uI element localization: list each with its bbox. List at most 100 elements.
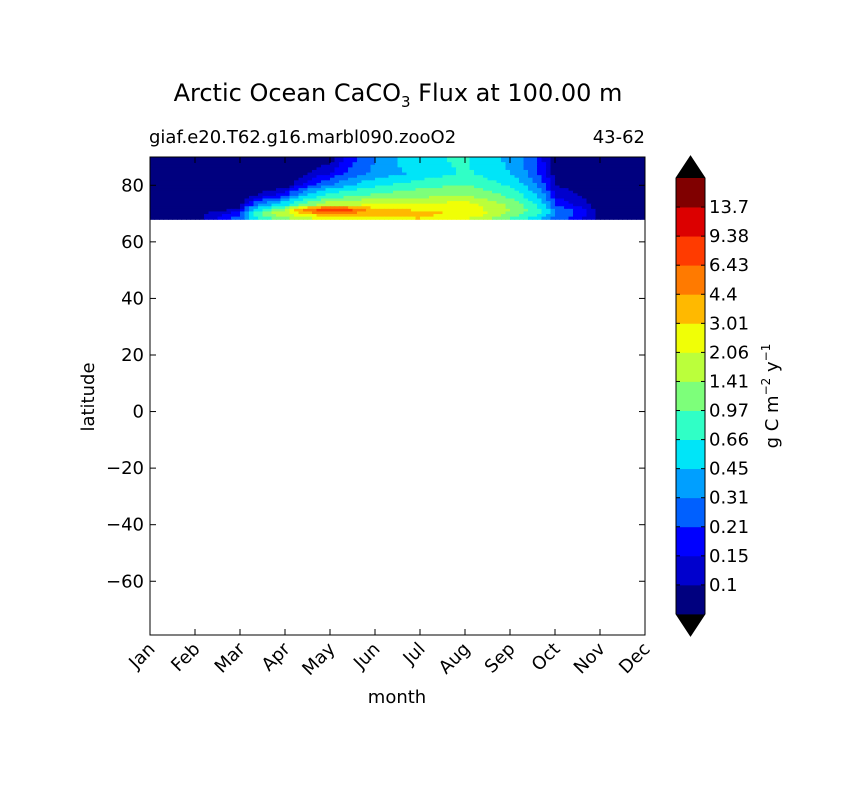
heatmap-cell xyxy=(582,211,588,215)
heatmap-cell xyxy=(226,162,232,166)
heatmap-cell xyxy=(519,169,525,174)
heatmap-cell xyxy=(402,159,408,163)
heatmap-cell xyxy=(217,175,223,179)
heatmap-cell xyxy=(285,177,291,181)
heatmap-cell xyxy=(496,193,502,197)
heatmap-cell xyxy=(181,172,187,176)
heatmap-cell xyxy=(451,195,457,200)
heatmap-cell xyxy=(163,188,169,192)
heatmap-cell xyxy=(244,201,250,205)
heatmap-cell xyxy=(271,214,277,218)
heatmap-cell xyxy=(150,193,156,197)
heatmap-cell xyxy=(280,203,286,207)
heatmap-cell xyxy=(285,206,291,210)
heatmap-cell xyxy=(546,177,552,181)
heatmap-cell xyxy=(177,169,183,174)
heatmap-cell xyxy=(208,157,214,161)
heatmap-cell xyxy=(550,177,556,181)
heatmap-cell xyxy=(397,188,403,192)
heatmap-cell xyxy=(627,159,633,163)
heatmap-cell xyxy=(321,195,327,200)
heatmap-cell xyxy=(406,164,412,168)
heatmap-cell xyxy=(316,182,322,187)
heatmap-cell xyxy=(357,180,363,184)
heatmap-cell xyxy=(406,193,412,197)
heatmap-cell xyxy=(307,177,313,181)
heatmap-cell xyxy=(172,214,178,218)
heatmap-cell xyxy=(181,177,187,181)
heatmap-cell xyxy=(163,206,169,210)
heatmap-cell xyxy=(384,211,390,215)
heatmap-cell xyxy=(640,177,645,181)
heatmap-cell xyxy=(190,216,196,220)
heatmap-cell xyxy=(339,188,345,192)
heatmap-cell xyxy=(190,167,196,171)
heatmap-cell xyxy=(622,214,628,218)
heatmap-cell xyxy=(550,214,556,218)
heatmap-cell xyxy=(235,190,241,194)
heatmap-cell xyxy=(568,172,574,176)
heatmap-cell xyxy=(168,211,174,215)
heatmap-cell xyxy=(501,216,507,220)
heatmap-cell xyxy=(334,201,340,205)
heatmap-cell xyxy=(244,169,250,174)
heatmap-cell xyxy=(361,206,367,210)
heatmap-cell xyxy=(424,195,430,200)
heatmap-cell xyxy=(474,198,480,202)
heatmap-cell xyxy=(505,180,511,184)
heatmap-cell xyxy=(348,177,354,181)
heatmap-cell xyxy=(370,201,376,205)
heatmap-cell xyxy=(190,162,196,166)
heatmap-cell xyxy=(406,167,412,171)
heatmap-cell xyxy=(577,172,583,176)
heatmap-cell xyxy=(375,180,381,184)
heatmap-cell xyxy=(321,188,327,192)
heatmap-cell xyxy=(289,159,295,163)
heatmap-cell xyxy=(555,175,561,179)
heatmap-cell xyxy=(433,169,439,174)
heatmap-cell xyxy=(442,169,448,174)
heatmap-cell xyxy=(217,162,223,166)
heatmap-cell xyxy=(640,216,645,220)
heatmap-cell xyxy=(280,214,286,218)
heatmap-cell xyxy=(163,216,169,220)
heatmap-cell xyxy=(627,185,633,189)
heatmap-cell xyxy=(411,203,417,207)
heatmap-cell xyxy=(366,182,372,187)
heatmap-cell xyxy=(541,162,547,166)
heatmap-cell xyxy=(384,201,390,205)
heatmap-cell xyxy=(262,182,268,187)
heatmap-cell xyxy=(501,195,507,200)
heatmap-cell xyxy=(159,188,165,192)
heatmap-cell xyxy=(316,216,322,220)
heatmap-cell xyxy=(195,201,201,205)
heatmap-cell xyxy=(375,206,381,210)
heatmap-cell xyxy=(235,175,241,179)
heatmap-cell xyxy=(406,216,412,220)
heatmap-cell xyxy=(519,211,525,215)
heatmap-cell xyxy=(528,162,534,166)
heatmap-cell xyxy=(415,172,421,176)
heatmap-cell xyxy=(532,214,538,218)
heatmap-cell xyxy=(177,180,183,184)
heatmap-cell xyxy=(388,193,394,197)
heatmap-cell xyxy=(330,162,336,166)
heatmap-cell xyxy=(357,188,363,192)
heatmap-cell xyxy=(258,182,264,187)
heatmap-cell xyxy=(204,185,210,189)
heatmap-cell xyxy=(307,211,313,215)
heatmap-cell xyxy=(339,172,345,176)
heatmap-cell xyxy=(330,188,336,192)
heatmap-cell xyxy=(253,162,259,166)
heatmap-cell xyxy=(186,190,192,194)
heatmap-cell xyxy=(154,193,160,197)
heatmap-cell xyxy=(595,201,601,205)
heatmap-cell xyxy=(640,182,645,187)
heatmap-cell xyxy=(568,167,574,171)
heatmap-cell xyxy=(595,182,601,187)
heatmap-cell xyxy=(379,164,385,168)
heatmap-cell xyxy=(631,216,637,220)
heatmap-cell xyxy=(172,159,178,163)
heatmap-cell xyxy=(591,177,597,181)
heatmap-cell xyxy=(348,157,354,161)
